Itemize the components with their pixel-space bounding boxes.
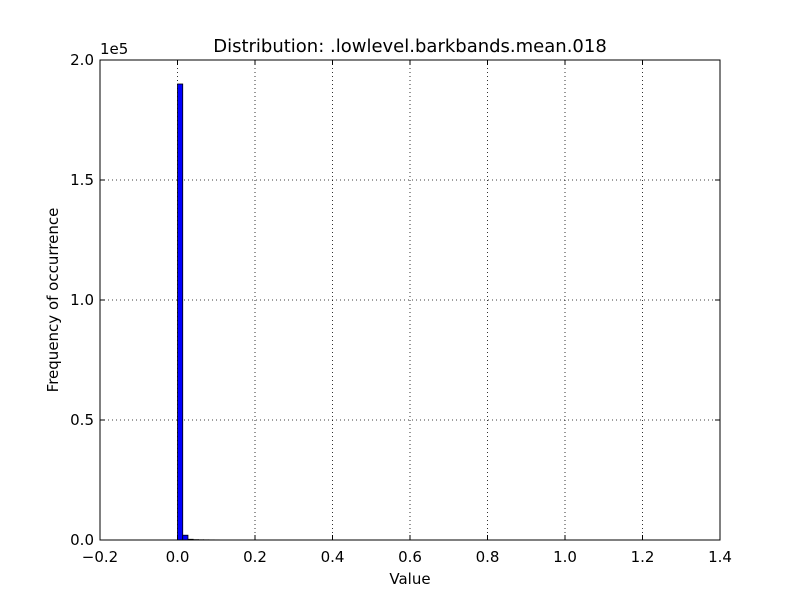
x-tick-label: 1.2 [631, 548, 655, 566]
chart-title: Distribution: .lowlevel.barkbands.mean.0… [213, 36, 607, 57]
y-tick-label: 2.0 [70, 51, 94, 69]
y-tick-label: 0.5 [70, 411, 94, 429]
x-tick-label: 0.4 [321, 548, 345, 566]
x-tick-label: 0.0 [166, 548, 190, 566]
x-tick-label: −0.2 [82, 548, 118, 566]
x-tick-labels: −0.2 0.0 0.2 0.4 0.6 0.8 1.0 1.2 1.4 [82, 548, 732, 566]
y-axis-offset-label: 1e5 [100, 40, 128, 58]
x-tick-label: 1.4 [708, 548, 732, 566]
y-tick-labels: 0.0 0.5 1.0 1.5 2.0 [70, 51, 94, 549]
grid-lines [100, 60, 720, 540]
x-tick-label: 0.6 [398, 548, 422, 566]
y-tick-label: 0.0 [70, 531, 94, 549]
x-axis-title: Value [389, 570, 430, 588]
histogram-bar [177, 83, 184, 541]
x-tick-label: 0.8 [476, 548, 500, 566]
y-tick-label: 1.5 [70, 171, 94, 189]
axis-ticks [99, 59, 721, 541]
x-tick-label: 0.2 [243, 548, 267, 566]
x-tick-label: 1.0 [553, 548, 577, 566]
y-tick-label: 1.0 [70, 291, 94, 309]
histogram-bar [182, 534, 189, 541]
y-axis-title: Frequency of occurrence [44, 208, 62, 393]
